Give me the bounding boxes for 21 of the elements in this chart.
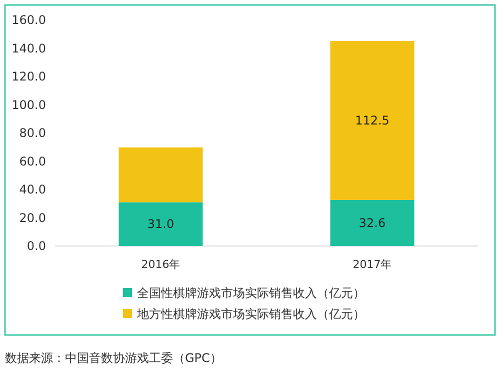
data-label: 31.0	[147, 217, 174, 232]
bar	[330, 41, 414, 200]
y-tick-label: 40.0	[19, 182, 46, 196]
y-tick-label: 80.0	[19, 126, 46, 140]
y-tick-label: 60.0	[19, 154, 46, 168]
legend-label: 地方性棋牌游戏市场实际销售收入（亿元）	[136, 307, 365, 321]
data-label: 32.6	[358, 216, 386, 230]
bar	[118, 147, 203, 202]
bar	[118, 202, 203, 246]
y-tick-label: 160.0	[12, 13, 46, 27]
y-tick-label: 140.0	[12, 41, 46, 56]
y-tick-label: 120.0	[12, 70, 46, 84]
x-tick-label: 2017年	[352, 258, 392, 271]
x-tick-label: 2016年	[141, 258, 180, 271]
source-note: 数据来源：中国音数协游戏工委（GPC）	[5, 351, 222, 365]
y-tick-label: 100.0	[12, 98, 46, 112]
data-label: 112.5	[355, 114, 390, 128]
bar	[330, 200, 414, 246]
legend-label: 全国性棋牌游戏市场实际销售收入（亿元）	[137, 286, 365, 300]
y-tick-label: 20.0	[19, 210, 46, 225]
y-tick-label: 0.0	[26, 239, 46, 253]
